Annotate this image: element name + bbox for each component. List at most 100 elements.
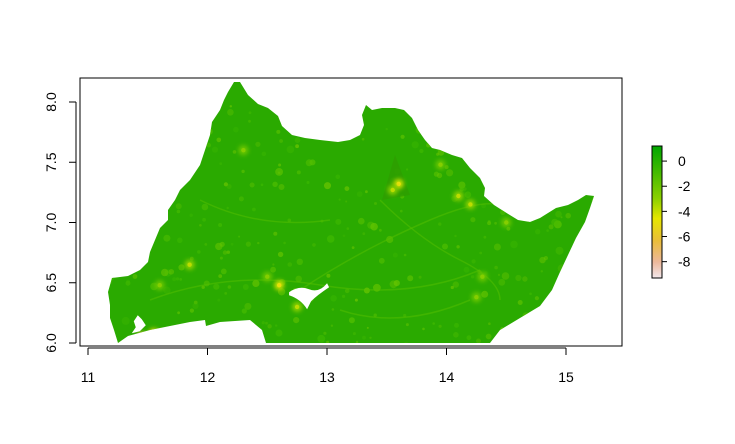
raster-speckle xyxy=(517,300,523,305)
raster-speckle xyxy=(159,206,166,213)
raster-speckle xyxy=(555,108,562,115)
raster-speckle xyxy=(126,279,130,284)
raster-speckle xyxy=(483,162,490,169)
raster-speckle xyxy=(501,272,510,280)
raster-speckle xyxy=(438,222,442,226)
raster-speckle xyxy=(294,137,301,143)
raster-speckle xyxy=(189,256,194,261)
x-tick-label: 11 xyxy=(81,369,96,385)
raster-speckle xyxy=(290,117,295,122)
raster-speckle xyxy=(327,102,331,106)
raster-speckle xyxy=(357,87,362,92)
raster-speckle xyxy=(219,256,223,260)
raster-speckle xyxy=(226,250,230,254)
raster-speckle xyxy=(252,207,256,212)
raster-speckle xyxy=(487,117,491,121)
raster-speckle xyxy=(531,192,536,197)
raster-speckle xyxy=(295,275,303,283)
raster-speckle xyxy=(442,243,448,250)
hotspot-point xyxy=(294,304,300,310)
raster-speckle xyxy=(517,197,523,202)
raster-speckle xyxy=(543,169,547,173)
raster-speckle xyxy=(479,133,484,138)
raster-speckle xyxy=(119,85,128,94)
raster-speckle xyxy=(257,241,260,245)
raster-speckle xyxy=(117,209,122,214)
raster-speckle xyxy=(163,234,171,242)
raster-speckle xyxy=(529,203,537,211)
raster-speckle xyxy=(405,109,410,114)
raster-speckle xyxy=(560,216,563,219)
raster-speckle xyxy=(197,250,201,254)
raster-speckle xyxy=(191,128,195,133)
raster-speckle xyxy=(518,100,521,103)
raster-speckle xyxy=(218,274,223,278)
colorbar-tick-label: -8 xyxy=(678,254,691,270)
raster-speckle xyxy=(113,342,116,343)
raster-speckle xyxy=(226,184,232,189)
raster-speckle xyxy=(425,127,433,135)
raster-speckle xyxy=(377,84,382,89)
raster-speckle xyxy=(120,127,128,135)
raster-speckle xyxy=(432,322,436,325)
raster-speckle xyxy=(238,196,244,202)
raster-speckle xyxy=(175,277,180,281)
raster-speckle xyxy=(575,163,581,169)
raster-speckle xyxy=(494,221,497,225)
raster-speckle xyxy=(317,334,326,343)
water-layer xyxy=(131,283,330,334)
raster-speckle xyxy=(399,84,406,91)
raster-speckle xyxy=(565,280,570,285)
raster-speckle xyxy=(344,288,350,294)
raster-speckle xyxy=(443,107,450,115)
raster-speckle xyxy=(362,232,366,236)
raster-speckle xyxy=(206,142,211,148)
raster-speckle xyxy=(276,129,281,134)
raster-speckle xyxy=(458,181,466,189)
raster-speckle xyxy=(266,91,269,94)
raster-speckle xyxy=(555,210,562,218)
raster-speckle xyxy=(233,126,239,133)
raster-speckle xyxy=(180,112,188,119)
raster-speckle xyxy=(154,334,161,341)
raster-speckle xyxy=(226,206,229,210)
raster-speckle xyxy=(224,292,228,295)
colorbar-legend: 0 -2 -4 -6 -8 xyxy=(651,145,691,279)
raster-speckle xyxy=(494,82,501,88)
raster-speckle xyxy=(335,174,341,180)
raster-speckle xyxy=(211,146,219,153)
raster-speckle xyxy=(185,117,189,121)
raster-speckle xyxy=(518,85,523,90)
raster-speckle xyxy=(569,138,577,146)
raster-speckle xyxy=(272,181,278,187)
hotspot-point xyxy=(157,283,162,288)
raster-speckle xyxy=(322,82,325,85)
raster-speckle xyxy=(527,155,531,158)
raster-speckle xyxy=(275,324,278,327)
raster-speckle xyxy=(328,82,334,84)
raster-speckle xyxy=(452,281,459,288)
raster-speckle xyxy=(206,128,213,135)
raster-speckle xyxy=(275,329,283,337)
raster-speckle xyxy=(330,82,338,89)
raster-speckle xyxy=(543,256,549,261)
raster-speckle xyxy=(227,285,232,289)
raster-speckle xyxy=(132,274,138,279)
raster-speckle xyxy=(312,243,316,247)
raster-speckle xyxy=(267,324,272,329)
raster-speckle xyxy=(250,328,256,335)
raster-speckle xyxy=(323,331,327,335)
raster-speckle xyxy=(362,335,366,340)
raster-speckle xyxy=(535,229,541,235)
raster-speckle xyxy=(497,273,501,276)
raster-speckle xyxy=(597,136,601,140)
raster-speckle xyxy=(342,82,346,84)
raster-speckle xyxy=(191,90,200,98)
y-axis: 6.0 6.5 7.0 7.5 8.0 xyxy=(43,92,77,353)
raster-speckle xyxy=(546,229,549,232)
raster-speckle xyxy=(109,275,115,281)
raster-speckle xyxy=(104,162,108,166)
raster-speckle xyxy=(116,84,125,92)
hotspot-point xyxy=(468,202,473,207)
